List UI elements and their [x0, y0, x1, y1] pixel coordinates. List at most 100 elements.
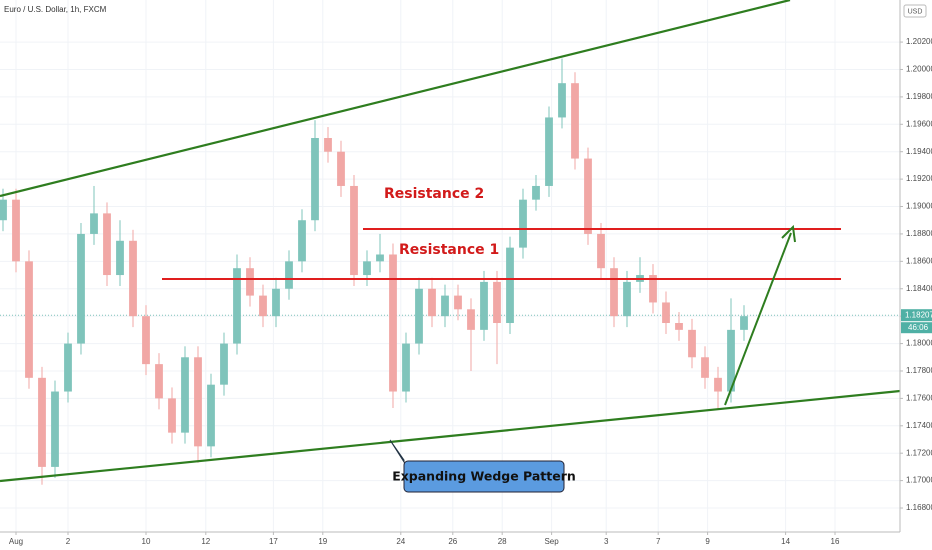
candle-body	[662, 302, 670, 324]
y-tick-label: 1.18400	[906, 284, 932, 293]
candle-body	[740, 316, 748, 330]
candle-body	[207, 384, 215, 447]
candle-body	[727, 329, 735, 392]
y-tick-label: 1.17000	[906, 476, 932, 485]
candle-body	[480, 281, 488, 330]
candle-body	[64, 343, 72, 392]
axes: 1.16800 1.17000 1.17200 1.17400 1.17600 1.178…	[9, 37, 932, 546]
candle-body	[376, 254, 384, 262]
grid	[0, 0, 900, 532]
candle-body	[363, 261, 371, 276]
currency-label: USD	[908, 8, 923, 15]
candle-body	[454, 295, 462, 310]
candle-body	[285, 261, 293, 289]
candle-body	[181, 357, 189, 433]
y-tick-label: 1.19200	[906, 174, 932, 183]
candle-body	[168, 398, 176, 433]
y-tick-label: 1.17400	[906, 421, 932, 430]
x-tick-label: 12	[201, 537, 210, 546]
candle-body	[246, 268, 254, 296]
drawings: Resistance 2 Resistance 1 Expanding Wedg…	[0, 0, 901, 493]
candle-body	[701, 357, 709, 378]
candle-body	[597, 233, 605, 269]
countdown-label: 46:06	[908, 323, 929, 332]
candle-body	[324, 138, 332, 152]
x-tick-label: 7	[656, 537, 661, 546]
candle-body	[116, 240, 124, 276]
arrow-head	[781, 224, 796, 243]
x-tick-label: 3	[604, 537, 609, 546]
y-tick-label: 1.16800	[906, 503, 932, 512]
callout-pointer	[389, 439, 405, 464]
candle-body	[220, 343, 228, 385]
annotation-label: Resistance 1	[399, 242, 499, 258]
candle-body	[25, 261, 33, 378]
candle-body	[506, 247, 514, 324]
last-price-box	[901, 309, 932, 322]
candle-body	[649, 275, 657, 303]
x-tick-label: 14	[781, 537, 790, 546]
candle-body	[51, 391, 59, 467]
candle-body	[467, 309, 475, 330]
x-tick-label: 24	[396, 537, 405, 546]
currency-box	[903, 4, 927, 18]
lower-trendline	[0, 389, 901, 483]
candle-body	[493, 281, 501, 324]
candle-body	[90, 213, 98, 234]
candle-body	[415, 288, 423, 344]
last-price-label: 1.18207	[905, 310, 932, 319]
candles	[0, 58, 748, 485]
candle-body	[311, 138, 319, 221]
annotation-label: Expanding Wedge Pattern	[392, 469, 576, 484]
y-tick-label: 1.19400	[906, 147, 932, 156]
y-tick-label: 1.19600	[906, 119, 932, 128]
candle-body	[337, 151, 345, 186]
x-tick-label: 2	[66, 537, 71, 546]
candle-body	[298, 220, 306, 262]
y-tick-label: 1.17600	[906, 393, 932, 402]
candle-body	[441, 295, 449, 317]
y-tick-label: 1.20000	[906, 65, 932, 74]
candle-body	[0, 199, 7, 221]
upper-trendline	[0, 0, 791, 198]
candle-body	[389, 254, 397, 392]
y-tick-label: 1.18600	[906, 256, 932, 265]
x-tick-label: 19	[318, 537, 327, 546]
candle-body	[623, 281, 631, 317]
y-tick-label: 1.19000	[906, 202, 932, 211]
candle-body	[571, 83, 579, 159]
candle-body	[545, 117, 553, 186]
candle-body	[350, 185, 358, 276]
y-tick-label: 1.17200	[906, 448, 932, 457]
candle-body	[103, 213, 111, 276]
candle-body	[77, 233, 85, 344]
candle-body	[610, 268, 618, 317]
candle-body	[584, 158, 592, 234]
y-tick-label: 1.18800	[906, 229, 932, 238]
x-tick-label: 28	[498, 537, 507, 546]
candle-body	[233, 268, 241, 344]
candle-body	[402, 343, 410, 392]
candle-body	[714, 377, 722, 392]
candle-body	[519, 199, 527, 248]
x-tick-label: 9	[705, 537, 710, 546]
candle-body	[428, 288, 436, 317]
candle-body	[532, 185, 540, 200]
chart-title: Euro / U.S. Dollar, 1h, FXCM	[4, 5, 107, 14]
countdown-box	[901, 322, 932, 334]
x-tick-label: 16	[831, 537, 840, 546]
x-tick-label: 26	[448, 537, 457, 546]
y-tick-label: 1.18000	[906, 339, 932, 348]
candle-body	[259, 295, 267, 317]
candle-body	[272, 288, 280, 317]
x-tick-label: 10	[142, 537, 151, 546]
candle-body	[142, 316, 150, 365]
x-tick-label: 17	[269, 537, 278, 546]
candle-body	[194, 357, 202, 447]
x-tick-label: Aug	[9, 537, 23, 546]
candle-body	[12, 199, 20, 262]
x-tick-label: Sep	[544, 537, 559, 546]
candle-body	[38, 377, 46, 467]
annotation-label: Resistance 2	[384, 186, 484, 202]
